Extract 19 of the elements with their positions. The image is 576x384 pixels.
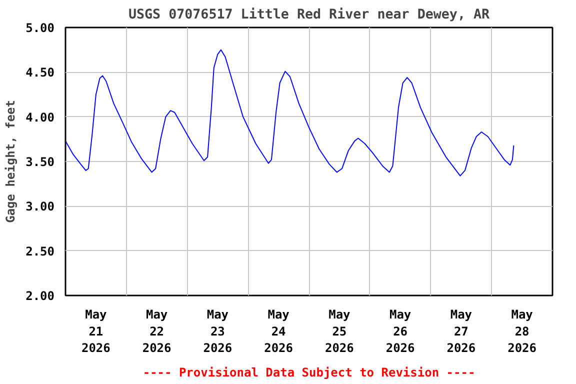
y-tick-label: 3.50 (26, 155, 55, 169)
text: ---- Provisional Data Subject to Revision ---- (142, 366, 476, 380)
x-tick-label: May 21 2026 (81, 308, 110, 356)
x-tick-label: May 26 2026 (386, 308, 415, 356)
x-tick-label: May 25 2026 (324, 308, 354, 356)
y-tick-label: 4.00 (26, 110, 55, 124)
x-tick-label: May 22 2026 (142, 308, 172, 356)
x-tick-label: May 24 2026 (264, 308, 294, 356)
y-tick-label: 5.00 (26, 21, 55, 35)
y-tick-label: 3.00 (26, 200, 55, 214)
x-tick-label: May 27 2026 (446, 308, 476, 356)
x-tick-label: May 28 2026 (508, 308, 537, 356)
y-tick-label: 2.50 (26, 244, 55, 258)
y-tick-label: 4.50 (26, 66, 55, 80)
x-tick-label: May 23 2026 (203, 308, 232, 356)
y-axis-title: Gage height, feet (4, 100, 18, 223)
chart-title: USGS 07076517 Little Red River near Dewey, AR (128, 8, 491, 22)
y-tick-label: 2.00 (26, 289, 55, 303)
line-series (66, 49, 514, 176)
